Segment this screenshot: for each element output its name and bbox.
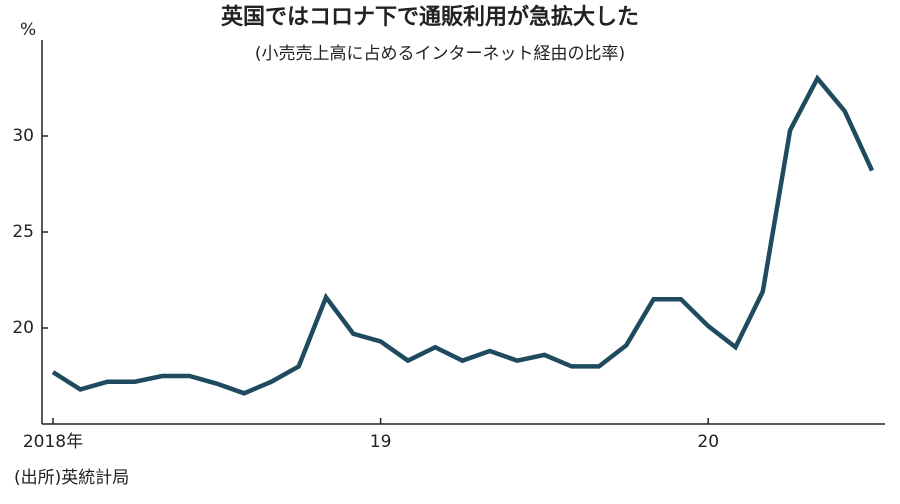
chart-subtitle: (小売売上高に占めるインターネット経由の比率): [255, 44, 625, 64]
data-line: [51, 74, 875, 396]
x-tick-label: 20: [697, 432, 719, 452]
x-tick-label: 19: [370, 432, 392, 452]
y-axis-label: %: [20, 20, 36, 40]
source-note: (出所)英統計局: [14, 468, 129, 488]
x-tick-label: 2018年: [23, 432, 83, 452]
chart-title: 英国ではコロナ下で通販利用が急拡大した: [221, 4, 639, 30]
y-tick-label: 20: [12, 318, 34, 338]
y-tick-label: 25: [12, 222, 34, 242]
y-tick-label: 30: [12, 126, 34, 146]
